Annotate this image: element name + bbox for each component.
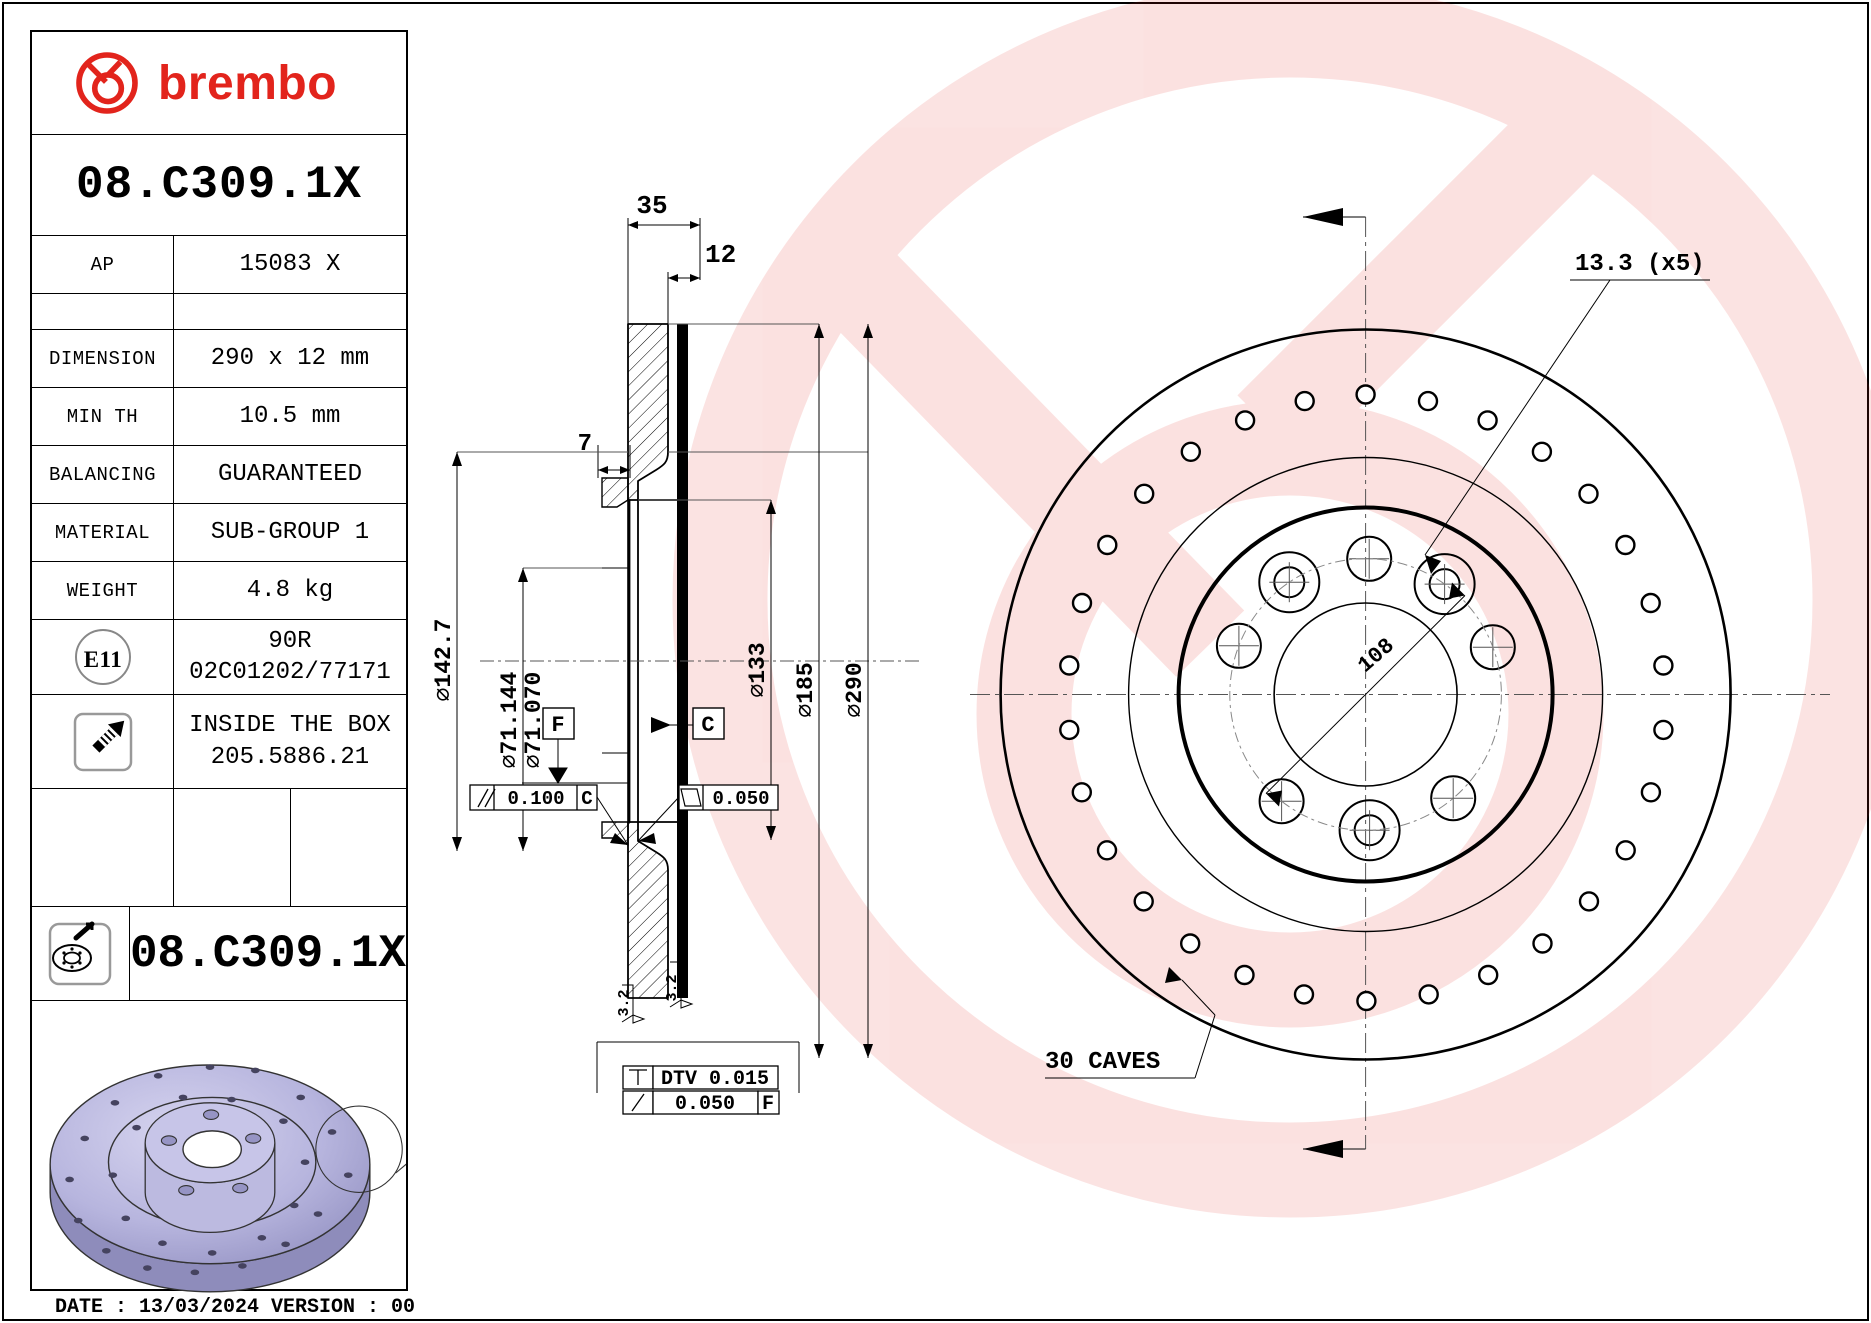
- svg-text:F: F: [551, 713, 564, 738]
- svg-text:⌀133: ⌀133: [745, 642, 771, 697]
- svg-text:12: 12: [705, 240, 736, 270]
- svg-text:⌀185: ⌀185: [793, 662, 819, 717]
- svg-text:E11: E11: [83, 647, 122, 672]
- svg-text:7: 7: [578, 431, 592, 458]
- svg-text:⌀71.070: ⌀71.070: [521, 672, 547, 769]
- svg-text:3.2: 3.2: [616, 989, 633, 1016]
- svg-text:0.050: 0.050: [675, 1093, 735, 1116]
- svg-text:DTV 0.015: DTV 0.015: [661, 1068, 769, 1091]
- svg-text:⌀71.144: ⌀71.144: [497, 671, 523, 768]
- svg-text:C: C: [701, 713, 714, 738]
- svg-text:13.3 (x5): 13.3 (x5): [1575, 251, 1705, 278]
- svg-text:F: F: [762, 1093, 774, 1116]
- svg-text:30 CAVES: 30 CAVES: [1045, 1049, 1160, 1076]
- svg-text:⌀142.7: ⌀142.7: [431, 619, 457, 702]
- svg-text:⌀290: ⌀290: [842, 662, 868, 717]
- svg-text:108: 108: [1353, 633, 1399, 678]
- svg-text:0.100: 0.100: [507, 788, 564, 810]
- svg-text:0.050: 0.050: [712, 788, 769, 810]
- svg-text:C: C: [581, 788, 592, 810]
- svg-text:3.2: 3.2: [664, 974, 681, 1001]
- svg-text:35: 35: [636, 191, 667, 221]
